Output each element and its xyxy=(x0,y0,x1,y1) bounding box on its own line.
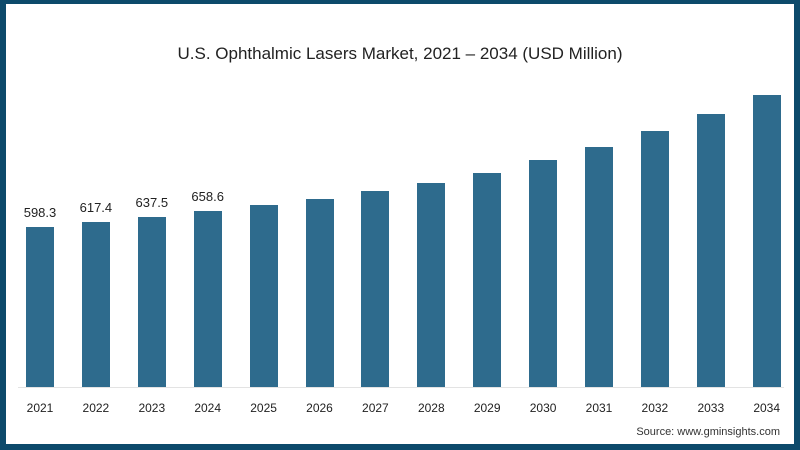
bar-2033 xyxy=(696,113,725,387)
x-tick-label: 2022 xyxy=(82,401,110,415)
bar-2026 xyxy=(305,199,334,387)
bar-2022 xyxy=(81,221,110,387)
bar-2024 xyxy=(193,210,222,387)
bar-2025 xyxy=(249,204,278,387)
bar-2023 xyxy=(137,216,166,387)
x-axis-line xyxy=(18,387,784,388)
bar-2027 xyxy=(361,190,390,387)
x-tick-label: 2031 xyxy=(585,401,613,415)
data-label: 617.4 xyxy=(79,199,113,215)
x-tick-label: 2028 xyxy=(417,401,445,415)
x-tick-label: 2024 xyxy=(194,401,222,415)
bar-2029 xyxy=(473,173,502,387)
x-tick-label: 2032 xyxy=(641,401,669,415)
x-tick-label: 2026 xyxy=(306,401,333,415)
bar-2028 xyxy=(417,182,446,387)
x-tick-label: 2021 xyxy=(26,401,54,415)
chart-title: U.S. Ophthalmic Lasers Market, 2021 – 20… xyxy=(177,44,623,63)
x-tick-label: 2027 xyxy=(362,401,389,415)
bar-2021 xyxy=(26,227,54,387)
x-tick-label: 2025 xyxy=(250,401,277,415)
source-note: Source: www.gminsights.com xyxy=(636,426,780,438)
x-tick-label: 2029 xyxy=(473,401,501,415)
data-label: 598.3 xyxy=(23,205,57,220)
x-tick-label: 2030 xyxy=(529,401,557,415)
data-label: 658.6 xyxy=(191,188,224,204)
bar-2034 xyxy=(752,94,781,387)
x-tick-label: 2033 xyxy=(697,401,725,415)
bar-2030 xyxy=(529,159,558,387)
x-tick-label: 2034 xyxy=(753,401,781,415)
bar-2031 xyxy=(585,146,613,387)
bar-2032 xyxy=(640,131,669,387)
x-tick-label: 2023 xyxy=(138,401,166,415)
data-label: 637.5 xyxy=(135,194,169,210)
